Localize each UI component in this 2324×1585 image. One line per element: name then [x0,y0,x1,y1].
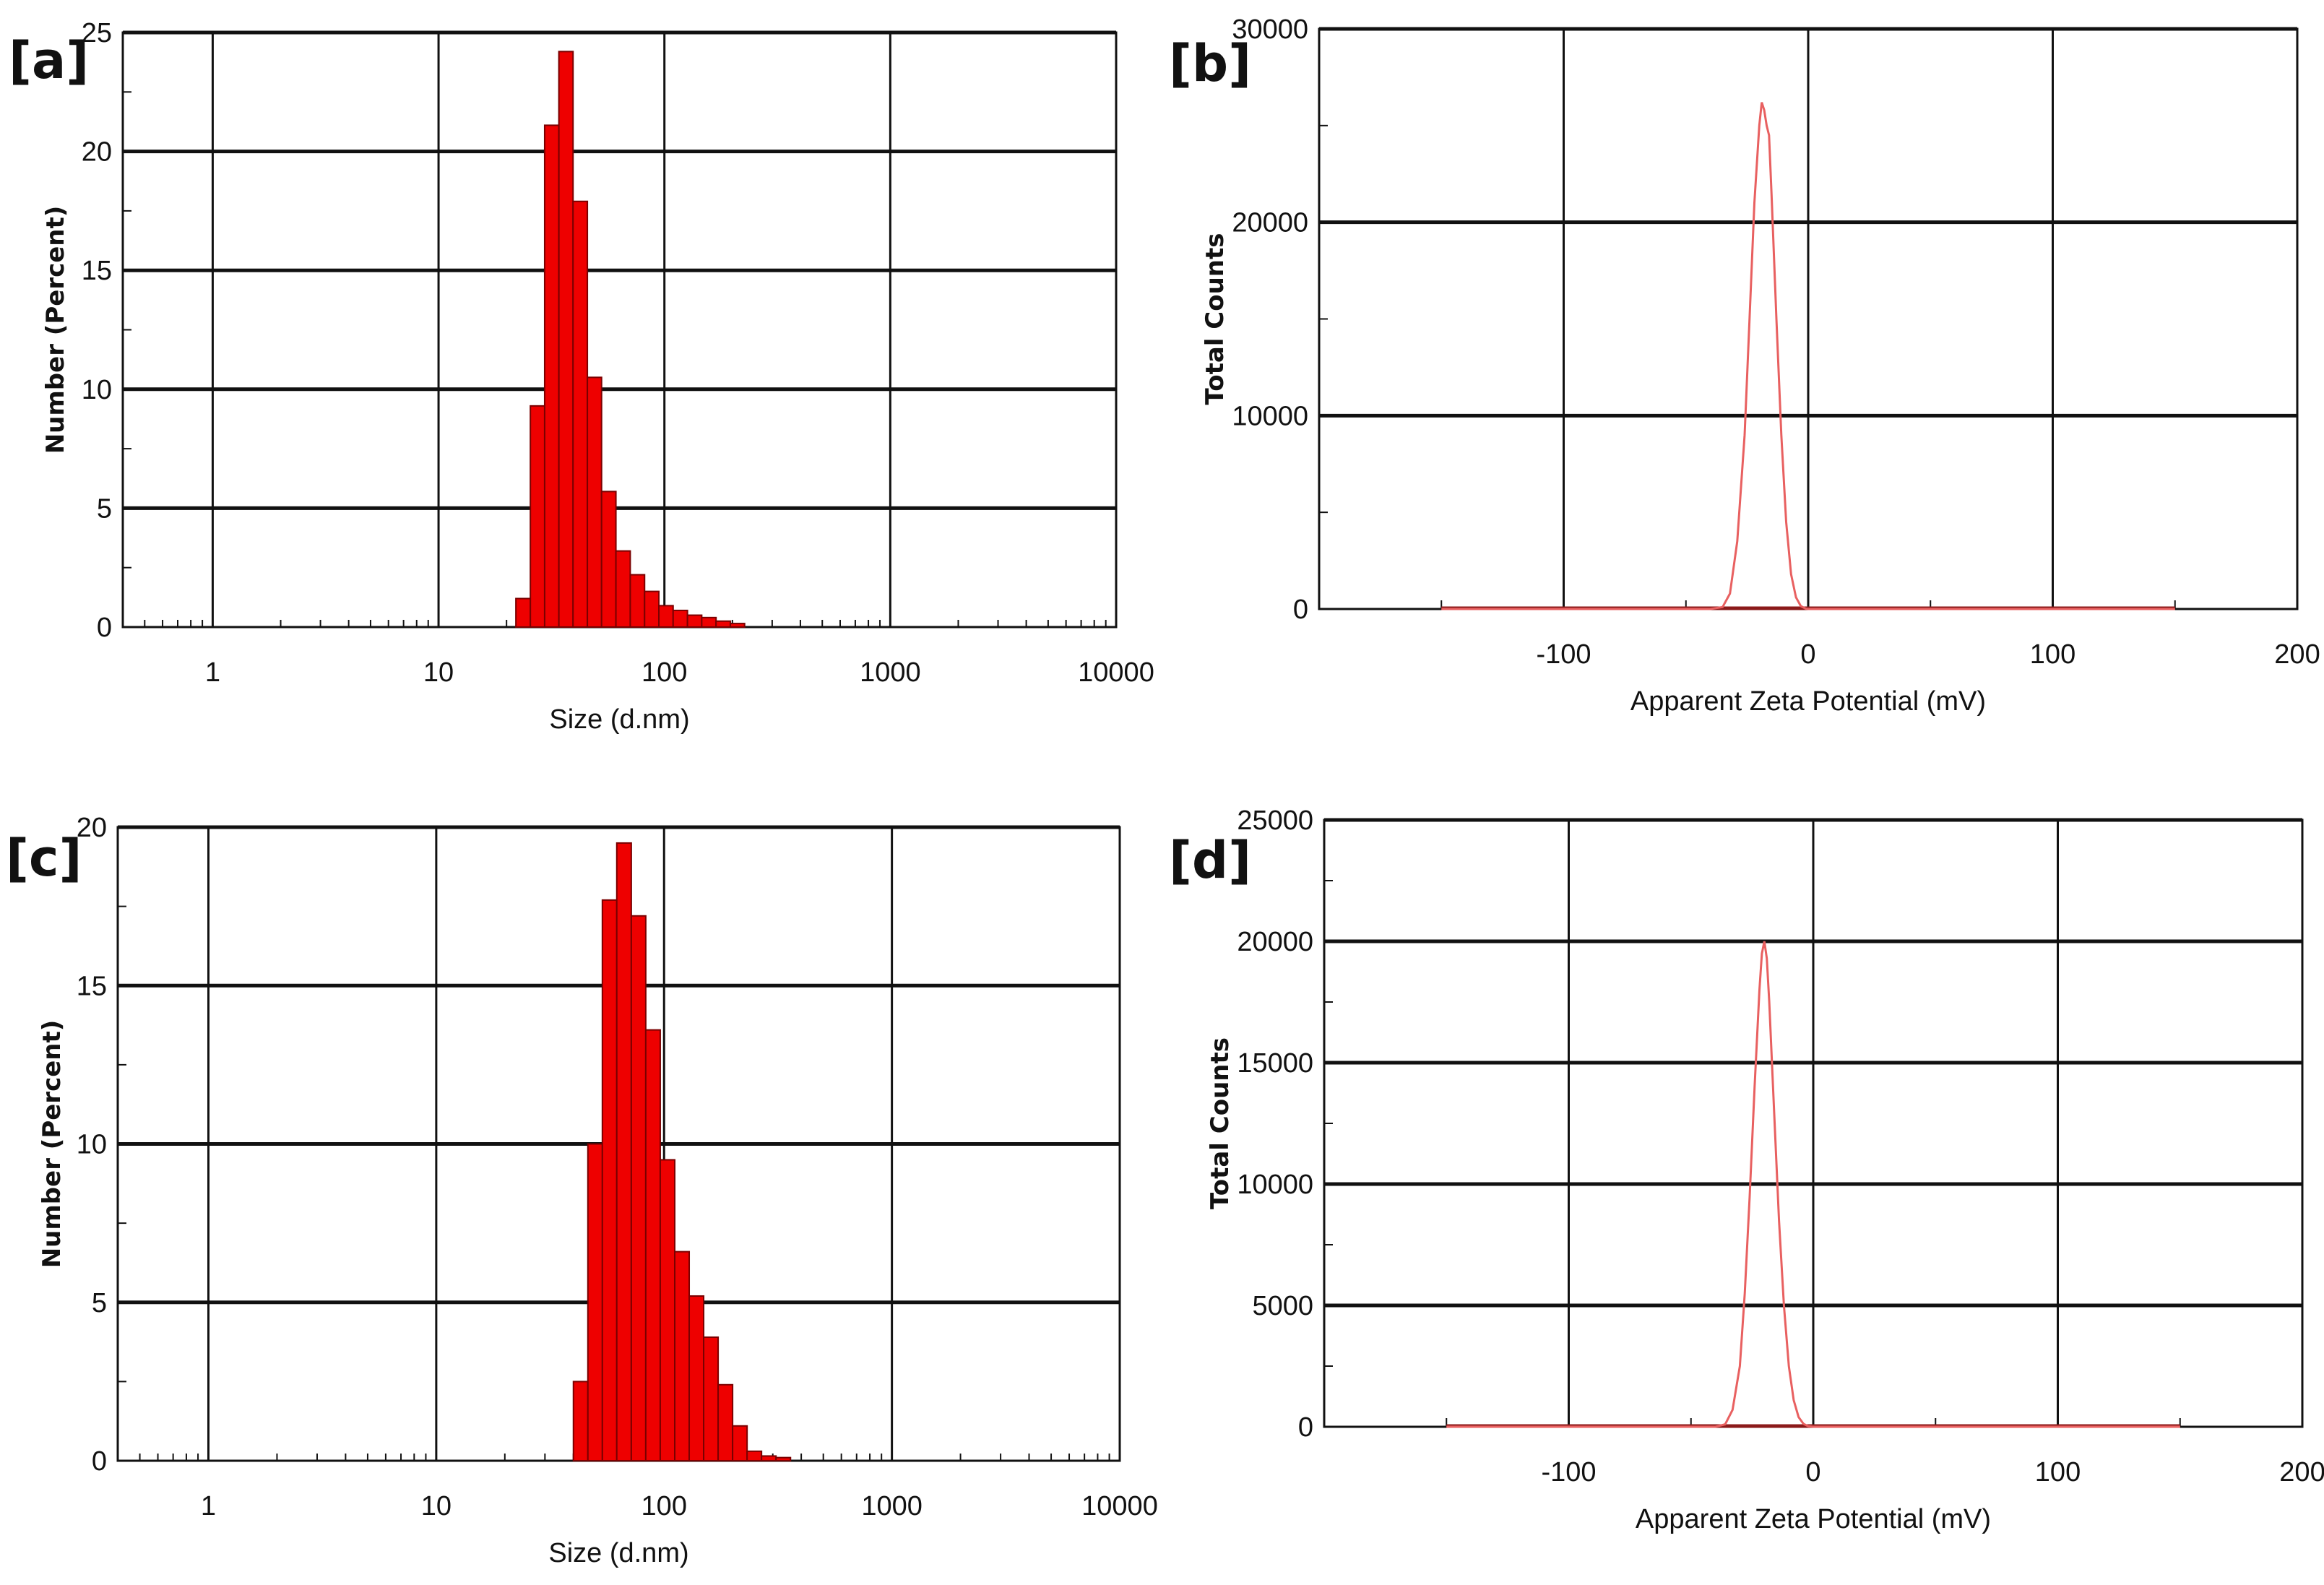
plot-frame [121,31,1118,629]
y-tick-label: 0 [92,1446,107,1477]
y-tick-label: 5000 [1252,1291,1313,1321]
grid [123,30,1118,627]
x-tick-label: 100 [642,657,687,688]
histogram-bar [674,1251,691,1461]
histogram-bar [688,1295,705,1461]
y-tick-label: 15 [82,256,112,286]
histogram-bar [644,590,660,628]
histogram-bar [601,899,618,1461]
panel-label: [d] [1169,831,1251,890]
histogram-bar [587,376,602,629]
zeta-curve [1446,941,2180,1428]
histogram-bars [515,51,746,629]
x-axis-label: Apparent Zeta Potential (mV) [1630,686,1986,717]
minor-ticks [122,91,1107,627]
y-tick-label: 10 [77,1130,107,1160]
y-tick-label: 0 [1298,1412,1313,1443]
y-tick-label: 15000 [1237,1048,1313,1079]
x-tick-label: 10 [423,657,454,688]
y-tick-label: 5 [92,1288,107,1318]
histogram-bar [572,1381,589,1461]
x-tick-label: 1000 [860,657,921,688]
y-tick-label: 10 [82,375,112,405]
histogram-bar [587,1143,603,1461]
histogram-bar [761,1455,777,1461]
histogram-bar [629,574,646,628]
y-axis-label: Number (Percent) [41,206,70,454]
chart-panel-b: [b] -100 0 100 200 0 10000 20000 30000 Apparent Z… [1169,14,2320,717]
histogram-bar [530,405,545,628]
chart-panel-c: [c] 1 10 100 1000 10000 0 5 10 15 20 Size (d.nm) Num… [6,813,1158,1568]
histogram-bar [672,609,688,628]
y-axis-label: Number (Percent) [38,1020,66,1269]
x-tick-label: 10 [421,1491,452,1521]
x-tick-label: 100 [2030,639,2075,670]
y-tick-label: 25 [82,18,112,48]
panel-label: [b] [1169,34,1251,93]
histogram-bar [572,200,589,628]
chart-panel-a: [a] 1 10 100 1000 10000 0 5 10 15 20 25 Size (d.nm) N… [9,18,1154,735]
y-axis-label: Total Counts [1201,233,1230,405]
panel-label: [c] [6,829,82,888]
y-tick-label: 20 [82,137,112,168]
y-tick-label: 30000 [1232,14,1308,45]
histogram-bar [644,1029,661,1461]
y-tick-label: 10000 [1237,1170,1313,1200]
y-tick-label: 15 [77,971,107,1001]
histogram-bar [701,616,717,628]
x-tick-label: 1 [201,1491,216,1521]
y-tick-label: 20 [77,813,107,843]
y-tick-label: 0 [97,613,112,643]
y-axis-label: Total Counts [1206,1037,1235,1209]
histogram-bar [703,1336,720,1461]
histogram-bar [659,1159,676,1462]
histogram-bar [558,51,574,628]
panel-label: [a] [9,31,89,90]
histogram-bar [717,1383,734,1462]
chart-panel-d: [d] -100 0 100 200 0 5000 10000 15000 20000 25000 A… [1169,806,2324,1534]
x-axis-label: Size (d.nm) [549,704,689,735]
x-tick-label: 0 [1805,1457,1820,1487]
grid [1319,27,2299,609]
x-tick-label: 1 [205,657,220,688]
histogram-bars [572,842,792,1462]
histogram-bar [615,842,632,1462]
x-axis-label: Size (d.nm) [548,1538,688,1568]
histogram-bar [729,623,746,629]
y-tick-label: 20000 [1232,208,1308,238]
x-tick-label: 0 [1800,639,1815,670]
x-tick-label: 10000 [1081,1491,1158,1521]
histogram-bar [658,605,674,629]
x-tick-label: 100 [2035,1457,2081,1487]
x-tick-label: 200 [2279,1457,2324,1487]
zeta-curve [1441,102,2175,610]
histogram-bar [615,550,631,629]
histogram-bar [630,915,647,1461]
grid [1324,818,2304,1427]
y-tick-label: 0 [1293,595,1308,625]
y-tick-label: 25000 [1237,806,1313,836]
histogram-bar [715,620,731,629]
histogram-bar [732,1425,748,1462]
x-axis-label: Apparent Zeta Potential (mV) [1636,1504,1991,1534]
x-tick-label: 1000 [861,1491,923,1521]
histogram-bar [515,597,532,628]
x-tick-label: 200 [2274,639,2320,670]
histogram-bar [600,491,617,629]
x-tick-label: -100 [1536,639,1591,670]
histogram-bar [686,614,703,628]
y-tick-label: 20000 [1237,927,1313,957]
histogram-bar [746,1450,763,1461]
histogram-bar [543,124,560,628]
x-tick-label: 100 [642,1491,687,1521]
y-tick-label: 10000 [1232,401,1308,431]
y-tick-label: 5 [97,493,112,524]
histogram-bar [775,1456,792,1461]
x-tick-label: 10000 [1078,657,1154,688]
x-tick-label: -100 [1541,1457,1596,1487]
